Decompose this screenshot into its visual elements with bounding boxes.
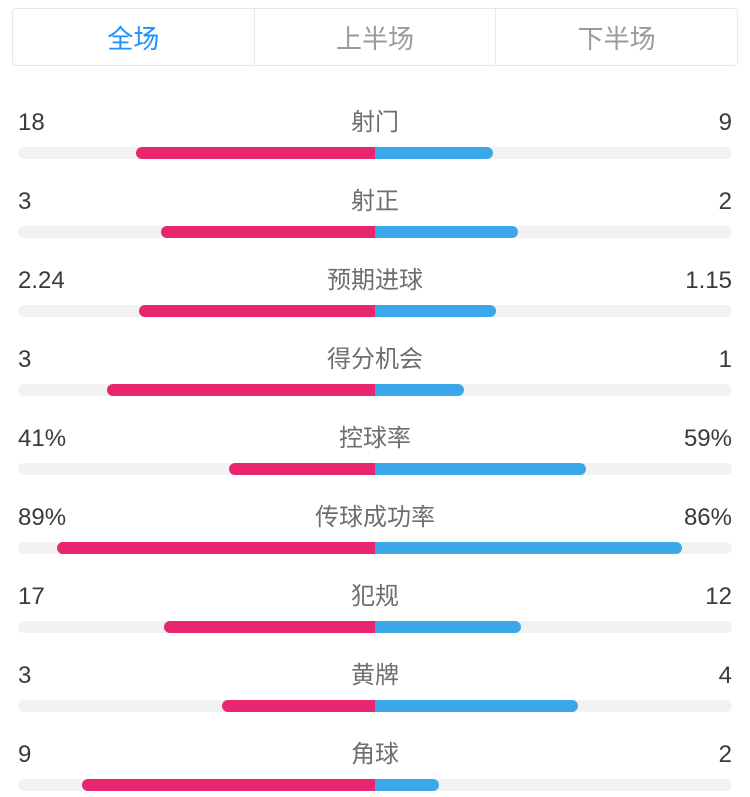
stat-label: 射正 (88, 181, 662, 216)
stat-label: 角球 (88, 734, 662, 769)
tab-second-half[interactable]: 下半场 (496, 9, 737, 65)
stat-bar-left-fill (139, 305, 375, 317)
stat-bar-right-fill (375, 147, 493, 159)
stat-label: 黄牌 (88, 655, 662, 690)
stat-bar-right-fill (375, 621, 521, 633)
stat-bar-right-half (375, 779, 732, 791)
stat-bar-right-half (375, 226, 732, 238)
stat-header: 3得分机会1 (18, 339, 732, 374)
stat-bar-left-fill (222, 700, 376, 712)
stat-header: 3射正2 (18, 181, 732, 216)
stat-left-value: 89% (18, 504, 88, 532)
stat-right-value: 2 (662, 188, 732, 216)
stat-bar-right-fill (375, 463, 586, 475)
stat-bar-right-fill (375, 779, 439, 791)
stat-row: 2.24预期进球1.15 (18, 260, 732, 317)
stat-bar-right-fill (375, 542, 682, 554)
stat-left-value: 3 (18, 662, 88, 690)
stat-bar-track (18, 542, 732, 554)
stat-label: 控球率 (88, 418, 662, 453)
tab-label: 下半场 (578, 19, 656, 56)
stat-bar-track (18, 305, 732, 317)
tabs-container: 全场 上半场 下半场 (12, 8, 738, 66)
stat-bar-right-fill (375, 305, 496, 317)
stat-row: 18射门9 (18, 102, 732, 159)
stat-bar-left-half (18, 147, 375, 159)
stat-label: 得分机会 (88, 339, 662, 374)
stat-right-value: 12 (662, 583, 732, 611)
stat-bar-left-fill (164, 621, 375, 633)
tab-label: 上半场 (336, 19, 414, 56)
stat-bar-left-half (18, 621, 375, 633)
stat-bar-left-fill (161, 226, 375, 238)
stat-right-value: 4 (662, 662, 732, 690)
tab-full-match[interactable]: 全场 (13, 9, 255, 65)
stat-row: 17犯规12 (18, 576, 732, 633)
stat-header: 3黄牌4 (18, 655, 732, 690)
stat-row: 3得分机会1 (18, 339, 732, 396)
stat-left-value: 3 (18, 346, 88, 374)
stat-right-value: 1 (662, 346, 732, 374)
stat-bar-left-half (18, 226, 375, 238)
stat-bar-track (18, 621, 732, 633)
stat-bar-left-fill (57, 542, 375, 554)
stat-header: 89%传球成功率86% (18, 497, 732, 532)
stat-label: 预期进球 (88, 260, 662, 295)
stat-bar-right-half (375, 542, 732, 554)
stats-list: 18射门93射正22.24预期进球1.153得分机会141%控球率59%89%传… (0, 74, 750, 791)
stat-bar-track (18, 463, 732, 475)
stat-bar-track (18, 226, 732, 238)
stat-bar-left-fill (136, 147, 375, 159)
stat-right-value: 2 (662, 741, 732, 769)
stat-header: 17犯规12 (18, 576, 732, 611)
stat-label: 犯规 (88, 576, 662, 611)
stat-bar-track (18, 384, 732, 396)
stat-bar-right-fill (375, 384, 464, 396)
stat-left-value: 17 (18, 583, 88, 611)
stat-bar-right-half (375, 463, 732, 475)
stat-label: 传球成功率 (88, 497, 662, 532)
stat-left-value: 18 (18, 109, 88, 137)
stat-bar-right-half (375, 147, 732, 159)
stat-bar-left-half (18, 463, 375, 475)
stat-row: 41%控球率59% (18, 418, 732, 475)
stat-row: 3黄牌4 (18, 655, 732, 712)
stat-header: 18射门9 (18, 102, 732, 137)
stat-bar-track (18, 147, 732, 159)
stat-bar-right-fill (375, 700, 578, 712)
stat-right-value: 9 (662, 109, 732, 137)
tab-first-half[interactable]: 上半场 (255, 9, 497, 65)
stat-bar-right-half (375, 384, 732, 396)
stat-bar-right-half (375, 305, 732, 317)
stat-bar-left-fill (82, 779, 375, 791)
stat-bar-left-half (18, 700, 375, 712)
stat-left-value: 2.24 (18, 267, 88, 295)
stat-left-value: 41% (18, 425, 88, 453)
stat-left-value: 9 (18, 741, 88, 769)
stat-bar-left-half (18, 384, 375, 396)
stat-bar-left-fill (107, 384, 375, 396)
stat-bar-track (18, 700, 732, 712)
tab-label: 全场 (107, 19, 159, 56)
stat-bar-left-half (18, 779, 375, 791)
stat-bar-right-half (375, 621, 732, 633)
stat-right-value: 86% (662, 504, 732, 532)
stat-bar-left-fill (229, 463, 375, 475)
stat-row: 89%传球成功率86% (18, 497, 732, 554)
stat-label: 射门 (88, 102, 662, 137)
stat-row: 9角球2 (18, 734, 732, 791)
stat-bar-right-fill (375, 226, 518, 238)
stat-row: 3射正2 (18, 181, 732, 238)
stat-bar-left-half (18, 305, 375, 317)
stat-header: 41%控球率59% (18, 418, 732, 453)
stat-right-value: 1.15 (662, 267, 732, 295)
stat-left-value: 3 (18, 188, 88, 216)
stat-bar-left-half (18, 542, 375, 554)
stat-header: 9角球2 (18, 734, 732, 769)
stat-header: 2.24预期进球1.15 (18, 260, 732, 295)
stat-bar-right-half (375, 700, 732, 712)
stat-right-value: 59% (662, 425, 732, 453)
stat-bar-track (18, 779, 732, 791)
